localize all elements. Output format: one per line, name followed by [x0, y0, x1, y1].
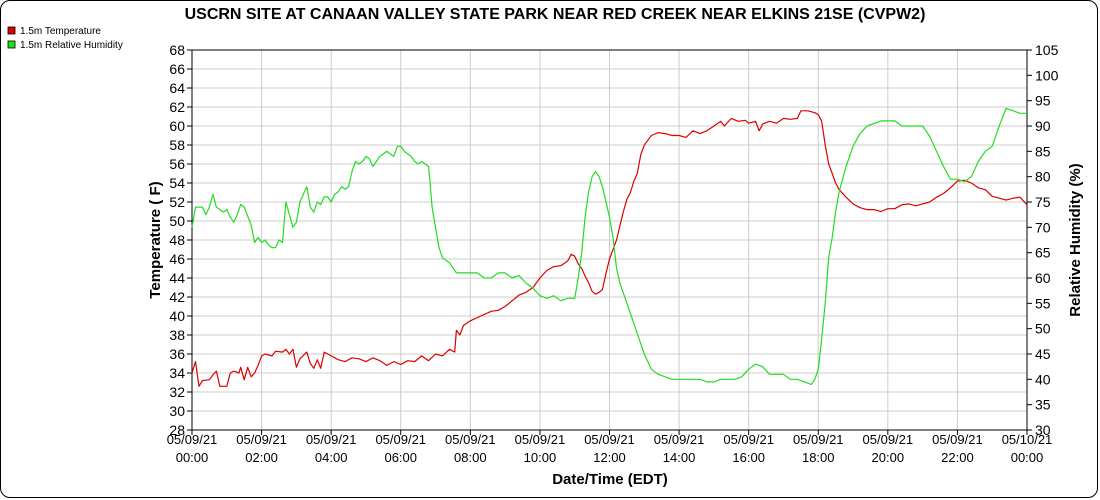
right-tick-label: 75 — [1035, 194, 1051, 210]
left-tick-label: 44 — [169, 270, 185, 286]
x-tick-date: 05/09/21 — [932, 432, 983, 447]
right-tick-label: 65 — [1035, 245, 1051, 261]
right-tick-label: 80 — [1035, 169, 1051, 185]
grid-lines — [191, 49, 1028, 431]
chart-title: USCRN SITE AT CANAAN VALLEY STATE PARK N… — [185, 6, 926, 23]
x-tick-time: 22:00 — [941, 450, 974, 465]
left-tick-label: 40 — [169, 308, 185, 324]
x-tick-date: 05/09/21 — [445, 432, 496, 447]
left-tick-label: 52 — [169, 194, 185, 210]
x-tick-date: 05/09/21 — [236, 432, 287, 447]
right-tick-label: 50 — [1035, 321, 1051, 337]
x-tick-time: 06:00 — [384, 450, 417, 465]
x-tick-date: 05/09/21 — [375, 432, 426, 447]
x-tick-time: 10:00 — [524, 450, 557, 465]
x-tick-time: 12:00 — [593, 450, 626, 465]
right-tick-label: 55 — [1035, 295, 1051, 311]
left-tick-label: 32 — [169, 384, 185, 400]
left-tick-label: 64 — [169, 80, 185, 96]
x-tick-time: 08:00 — [454, 450, 487, 465]
x-tick-time: 14:00 — [663, 450, 696, 465]
left-tick-label: 28 — [169, 422, 185, 438]
x-tick-date: 05/09/21 — [654, 432, 705, 447]
right-tick-label: 45 — [1035, 346, 1051, 362]
left-tick-label: 36 — [169, 346, 185, 362]
left-tick-label: 46 — [169, 251, 185, 267]
y-axis-label-left: Temperature ( F) — [147, 181, 164, 298]
x-tick-time: 04:00 — [315, 450, 348, 465]
right-tick-label: 95 — [1035, 93, 1051, 109]
left-tick-label: 38 — [169, 327, 185, 343]
left-tick-label: 34 — [169, 365, 185, 381]
y-axis-label-right: Relative Humidity (%) — [1067, 163, 1084, 316]
right-tick-label: 90 — [1035, 118, 1051, 134]
x-tick-date: 05/09/21 — [584, 432, 635, 447]
x-tick-date: 05/09/21 — [167, 432, 218, 447]
x-tick-date: 05/09/21 — [723, 432, 774, 447]
legend-swatch — [7, 26, 16, 35]
x-tick-date: 05/09/21 — [863, 432, 914, 447]
x-tick-time: 16:00 — [732, 450, 765, 465]
left-tick-label: 62 — [169, 99, 185, 115]
left-tick-label: 42 — [169, 289, 185, 305]
left-tick-label: 50 — [169, 213, 185, 229]
left-tick-label: 30 — [169, 403, 185, 419]
left-tick-label: 60 — [169, 118, 185, 134]
legend-swatch — [7, 40, 16, 49]
right-tick-label: 100 — [1035, 67, 1059, 83]
legend-label: 1.5m Temperature — [20, 26, 101, 37]
x-tick-date: 05/09/21 — [306, 432, 357, 447]
legend: 1.5m Temperature 1.5m Relative Humidity — [7, 26, 123, 51]
x-tick-time: 02:00 — [245, 450, 278, 465]
right-axis-ticks: 30 35 40 45 50 55 60 65 70 75 80 85 90 95 100 105 — [1027, 42, 1059, 438]
x-tick-time: 18:00 — [802, 450, 835, 465]
series-line-relative-humidity — [191, 107, 1027, 385]
right-tick-label: 40 — [1035, 371, 1051, 387]
x-tick-date: 05/09/21 — [793, 432, 844, 447]
series-lines — [191, 107, 1028, 387]
right-tick-label: 85 — [1035, 143, 1051, 159]
left-tick-label: 58 — [169, 137, 185, 153]
x-tick-time: 00:00 — [1011, 450, 1044, 465]
left-tick-label: 54 — [169, 175, 185, 191]
right-tick-label: 60 — [1035, 270, 1051, 286]
right-tick-label: 105 — [1035, 42, 1059, 58]
right-tick-label: 30 — [1035, 422, 1051, 438]
legend-label: 1.5m Relative Humidity — [20, 40, 123, 51]
right-tick-label: 70 — [1035, 219, 1051, 235]
x-tick-date: 05/09/21 — [515, 432, 566, 447]
left-axis-ticks: 28 30 32 34 36 38 40 42 44 46 48 50 52 54 56 58 60 62 64 66… — [169, 42, 192, 438]
left-tick-label: 68 — [169, 42, 185, 58]
x-axis-label: Date/Time (EDT) — [552, 471, 668, 488]
right-tick-label: 35 — [1035, 397, 1051, 413]
left-tick-label: 48 — [169, 232, 185, 248]
left-tick-label: 56 — [169, 156, 185, 172]
series-line-temperature — [191, 110, 1028, 387]
left-tick-label: 66 — [169, 61, 185, 77]
x-axis-ticks: 05/09/21 00:00 05/09/21 02:00 05/09/21 04:00 0… — [167, 430, 1053, 465]
x-tick-time: 00:00 — [176, 450, 209, 465]
x-tick-time: 20:00 — [872, 450, 905, 465]
x-tick-date: 05/10/21 — [1002, 432, 1053, 447]
